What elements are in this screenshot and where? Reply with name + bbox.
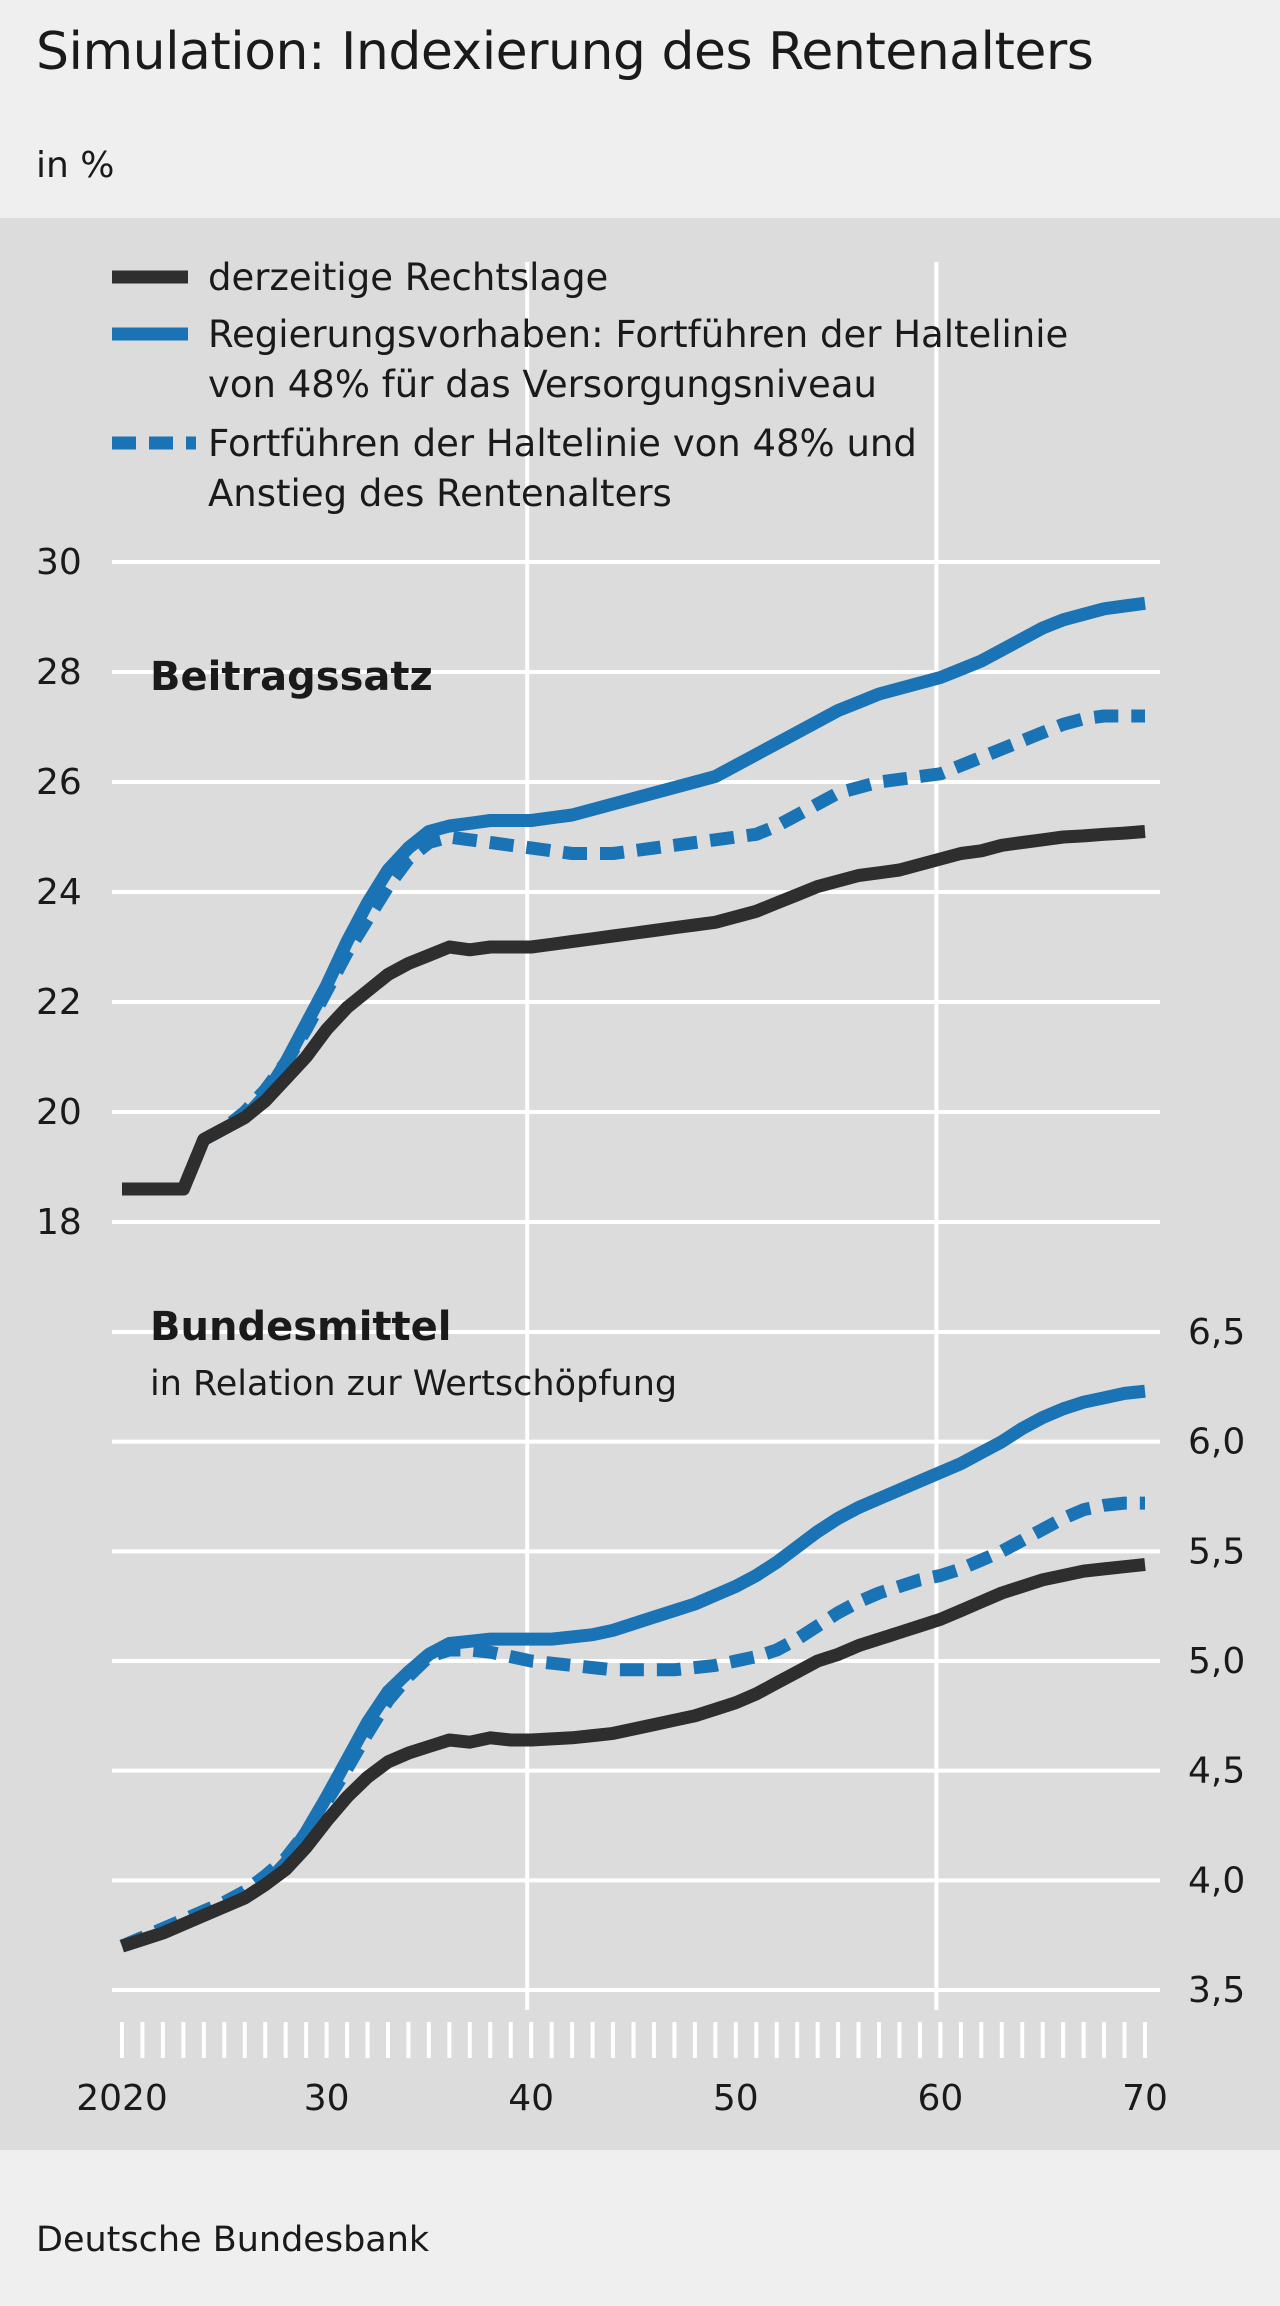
y-tick-label-bottom: 6,5 xyxy=(1188,1312,1245,1353)
panel-titles: Beitragssatz Bundesmittel in Relation zu… xyxy=(150,654,677,1404)
y-tick-label-top: 22 xyxy=(36,982,82,1023)
series-beitragssatz xyxy=(122,596,1146,1196)
y-axis-bundesmittel: 3,5 4,0 4,5 5,0 5,5 6,0 6,5 xyxy=(1188,1312,1245,2011)
y-tick-label-bottom: 4,5 xyxy=(1188,1751,1245,1792)
y-tick-label-bottom: 3,5 xyxy=(1188,1970,1245,2011)
y-tick-label-top: 28 xyxy=(36,652,82,693)
y-tick-label-top: 20 xyxy=(36,1092,82,1133)
chart-unit: in % xyxy=(36,145,115,186)
line-plan-age xyxy=(122,709,1145,1196)
x-tick-label: 2020 xyxy=(76,2078,168,2119)
chart-title: Simulation: Indexierung des Rentenalters xyxy=(36,22,1094,82)
y-tick-label-top: 30 xyxy=(36,542,82,583)
series-bundesmittel xyxy=(119,1384,1146,1953)
gridlines xyxy=(112,262,1160,2010)
plot-background xyxy=(0,218,1280,2150)
legend-label-plan-line1: Regierungsvorhaben: Fortführen der Halte… xyxy=(208,313,1068,356)
x-tick-label: 30 xyxy=(304,2078,350,2119)
legend: derzeitige Rechtslage Regierungsvorhaben… xyxy=(112,256,1068,515)
y-tick-label-bottom: 5,0 xyxy=(1188,1641,1245,1682)
legend-label-plan-line2: von 48% für das Versorgungsniveau xyxy=(208,363,877,406)
line-current xyxy=(120,1558,1146,1953)
x-axis: 2020 30 40 50 60 70 xyxy=(76,2022,1168,2119)
panel-title-bundesmittel: Bundesmittel xyxy=(150,1304,451,1350)
panel-title-beitragssatz: Beitragssatz xyxy=(150,654,433,700)
y-tick-label-top: 24 xyxy=(36,872,82,913)
line-current xyxy=(122,825,1146,1196)
x-tick-label: 40 xyxy=(508,2078,554,2119)
source-note: Deutsche Bundesbank xyxy=(36,2220,430,2260)
x-tick-label: 70 xyxy=(1122,2078,1168,2119)
y-axis-beitragssatz: 18 20 22 24 26 28 30 xyxy=(36,542,82,1243)
y-tick-label-top: 26 xyxy=(36,762,82,803)
x-tick-label: 50 xyxy=(713,2078,759,2119)
line-plan-age xyxy=(119,1496,1145,1953)
legend-label-plan-age-line1: Fortführen der Haltelinie von 48% und xyxy=(208,422,917,465)
legend-label-plan-age-line2: Anstieg des Rentenalters xyxy=(208,472,672,515)
x-tick-label: 60 xyxy=(917,2078,963,2119)
y-tick-label-top: 18 xyxy=(36,1202,82,1243)
panel-subtitle-bundesmittel: in Relation zur Wertschöpfung xyxy=(150,1364,677,1404)
y-tick-label-bottom: 4,0 xyxy=(1188,1860,1245,1901)
y-tick-label-bottom: 6,0 xyxy=(1188,1422,1245,1463)
legend-label-current: derzeitige Rechtslage xyxy=(208,256,608,299)
y-tick-label-bottom: 5,5 xyxy=(1188,1531,1245,1572)
